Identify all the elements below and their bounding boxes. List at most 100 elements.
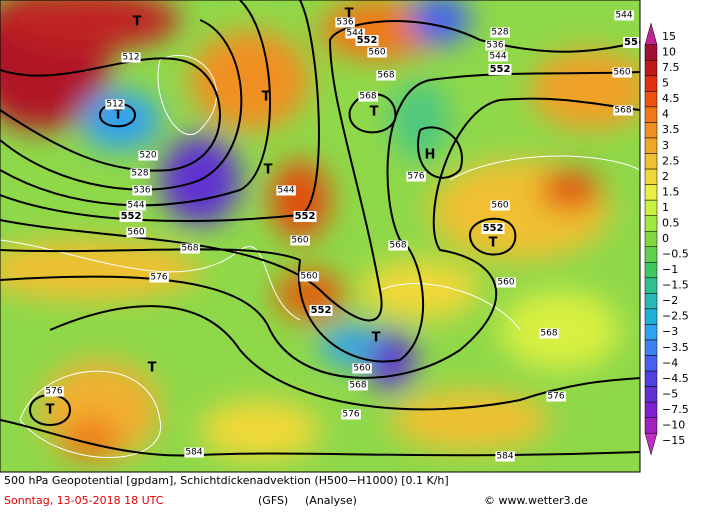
contour-label: 552 bbox=[357, 35, 378, 46]
colorbar-label: −3 bbox=[662, 325, 678, 338]
colorbar-segment bbox=[644, 137, 658, 154]
high-marker: H bbox=[425, 148, 436, 163]
low-marker: T bbox=[46, 403, 55, 418]
contour-label-box bbox=[406, 171, 426, 182]
colorbar-label: −4 bbox=[662, 356, 678, 369]
contour-label: 560 bbox=[497, 278, 514, 288]
colorbar-segment bbox=[644, 184, 658, 201]
contour-label-box bbox=[495, 451, 515, 462]
colorbar: 15 10 7.5 5 4.5 4 3.5 3 2.5 2 1.5 1 0.5 0 −0.5 −1 −1.5 −2… bbox=[644, 22, 689, 456]
low-marker: T bbox=[345, 7, 354, 22]
colorbar-label: −7.5 bbox=[662, 403, 689, 416]
contour-label-box bbox=[44, 386, 64, 397]
colorbar-segment bbox=[644, 417, 658, 434]
contour-label: 576 bbox=[342, 410, 359, 420]
contour-label-box bbox=[539, 328, 559, 339]
colorbar-segment bbox=[644, 199, 658, 216]
contour-label-box bbox=[335, 17, 355, 28]
colorbar-label: 10 bbox=[662, 46, 676, 59]
contour-label: 552 bbox=[121, 211, 142, 222]
contour-label: 544 bbox=[277, 186, 294, 196]
contour-label: 576 bbox=[547, 392, 564, 402]
contour-label: 544 bbox=[346, 29, 363, 39]
colorbar-label: −3.5 bbox=[662, 341, 689, 354]
colorbar-label: 15 bbox=[662, 30, 676, 43]
low-marker: T bbox=[370, 105, 379, 120]
colorbar-segment bbox=[644, 60, 658, 77]
colorbar-label: −1 bbox=[662, 263, 678, 276]
colorbar-label: −2 bbox=[662, 294, 678, 307]
map-frame bbox=[0, 0, 641, 473]
colorbar-label: 3.5 bbox=[662, 123, 680, 136]
colorbar-label: 2.5 bbox=[662, 154, 680, 167]
contour-label: 536 bbox=[133, 186, 150, 196]
contour-label-box bbox=[290, 235, 310, 246]
contour-label: 568 bbox=[614, 106, 631, 116]
low-marker: T bbox=[262, 90, 271, 105]
contour-label-box bbox=[184, 447, 204, 458]
contour-label-box bbox=[352, 363, 372, 374]
contour-label-box bbox=[138, 150, 158, 161]
contour-label-box bbox=[126, 227, 146, 238]
contour-label: 512 bbox=[106, 100, 123, 110]
colorbar-label: 1 bbox=[662, 201, 669, 214]
contour-label: 528 bbox=[491, 28, 508, 38]
contour-label: 552 bbox=[490, 64, 511, 75]
zero-contours bbox=[0, 54, 640, 458]
low-marker: T bbox=[489, 236, 498, 251]
colorbar-segment bbox=[644, 262, 658, 279]
contour-label: 536 bbox=[486, 41, 503, 51]
low-marker: T bbox=[372, 331, 381, 346]
colorbar-label: −10 bbox=[662, 418, 685, 431]
contour-label-box bbox=[481, 223, 505, 234]
contour-label-box bbox=[376, 70, 396, 81]
contour-label: 568 bbox=[181, 244, 198, 254]
contour-label-box bbox=[614, 10, 634, 21]
contour-label: 576 bbox=[45, 387, 62, 397]
colorbar-segment bbox=[644, 75, 658, 92]
colorbar-segment bbox=[644, 293, 658, 310]
footer-model: (GFS) bbox=[258, 494, 288, 507]
colorbar-segment bbox=[644, 277, 658, 294]
contour-label: 560 bbox=[491, 201, 508, 211]
contour-label: 584 bbox=[496, 452, 513, 462]
contour-label-box bbox=[180, 243, 200, 254]
contour-label-box bbox=[496, 277, 516, 288]
colorbar-label: 1.5 bbox=[662, 185, 680, 198]
contour-label-box bbox=[149, 272, 169, 283]
colorbar-arrow bbox=[644, 22, 658, 46]
contour-label-box bbox=[358, 91, 378, 102]
colorbar-label: 4.5 bbox=[662, 92, 680, 105]
contour-label: 560 bbox=[291, 236, 308, 246]
colorbar-segment bbox=[644, 91, 658, 108]
contour-label-box bbox=[132, 185, 152, 196]
contour-label-box bbox=[546, 391, 566, 402]
contour-label: 552 bbox=[483, 223, 504, 234]
colorbar-label: 0 bbox=[662, 232, 669, 245]
colorbar-segment bbox=[644, 370, 658, 387]
colorbar-segment bbox=[644, 386, 658, 403]
contour-label: 55 bbox=[624, 37, 638, 48]
colorbar-label: 4 bbox=[662, 108, 669, 121]
contour-label: 560 bbox=[300, 272, 317, 282]
colorbar-segment bbox=[644, 401, 658, 418]
colorbar-segment bbox=[644, 339, 658, 356]
contour-label: 560 bbox=[353, 364, 370, 374]
colorbar-label: −15 bbox=[662, 434, 685, 447]
low-marker: T bbox=[148, 361, 157, 376]
contour-label-box bbox=[309, 305, 333, 316]
contour-label: 560 bbox=[127, 228, 144, 238]
contour-label: 520 bbox=[139, 151, 156, 161]
contour-label-box bbox=[367, 47, 387, 58]
contour-label-box bbox=[276, 185, 296, 196]
contour-label: 568 bbox=[377, 71, 394, 81]
contour-label-box bbox=[488, 51, 508, 62]
contour-label: 536 bbox=[336, 18, 353, 28]
contour-label: 568 bbox=[349, 381, 366, 391]
contour-label-box bbox=[488, 64, 512, 75]
low-marker: T bbox=[133, 15, 142, 30]
colorbar-label: 0.5 bbox=[662, 216, 680, 229]
colorbar-segment bbox=[644, 308, 658, 325]
